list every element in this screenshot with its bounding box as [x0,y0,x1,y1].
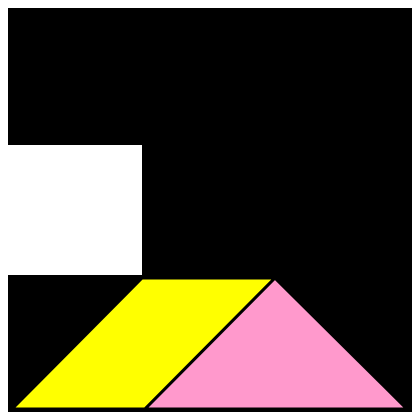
large-triangle-piece[interactable] [141,275,411,411]
